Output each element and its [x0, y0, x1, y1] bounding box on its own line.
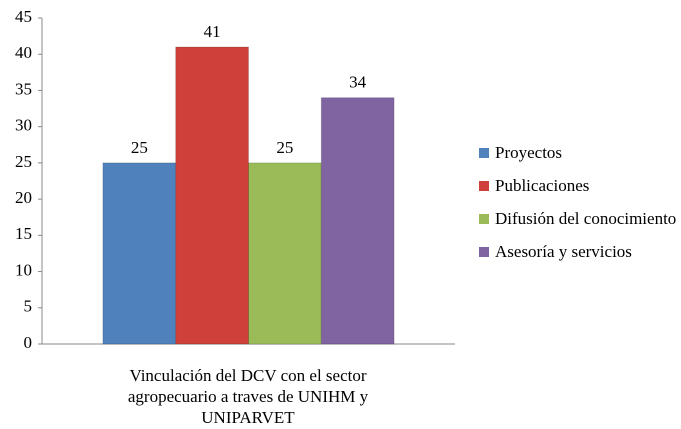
y-tick-label: 25 — [15, 152, 32, 171]
y-tick-label: 10 — [15, 260, 32, 279]
y-tick-label: 5 — [24, 297, 33, 316]
y-tick-label: 40 — [15, 43, 32, 62]
legend-item: Publicaciones — [479, 173, 679, 199]
y-tick-label: 45 — [15, 7, 32, 26]
bar — [175, 46, 250, 345]
data-label: 25 — [276, 138, 293, 157]
bar — [102, 162, 177, 345]
data-label: 25 — [131, 138, 148, 157]
legend: Proyectos Publicaciones Difusión del conoc… — [479, 140, 679, 272]
data-label: 41 — [204, 22, 221, 41]
y-tick-label: 35 — [15, 79, 32, 98]
legend-label: Difusión del conocimiento — [495, 209, 677, 228]
data-label: 34 — [349, 73, 367, 92]
y-tick-label: 15 — [15, 224, 32, 243]
legend-swatch — [479, 181, 489, 191]
legend-item: Difusión del conocimiento — [479, 206, 679, 232]
legend-label: Proyectos — [495, 143, 563, 162]
legend-item: Asesoría y servicios — [479, 239, 679, 265]
legend-label: Publicaciones — [495, 176, 590, 195]
bar — [248, 162, 322, 345]
bar — [320, 97, 395, 345]
legend-swatch — [479, 247, 489, 257]
y-tick-label: 0 — [24, 333, 33, 352]
legend-swatch — [479, 148, 489, 158]
legend-label: Asesoría y servicios — [495, 242, 632, 261]
y-tick-label: 20 — [15, 188, 32, 207]
y-tick-label: 30 — [15, 116, 32, 135]
x-tick-label: Vinculación del DCV con el sector agrope… — [127, 366, 369, 427]
legend-item: Proyectos — [479, 140, 679, 166]
legend-swatch — [479, 214, 489, 224]
